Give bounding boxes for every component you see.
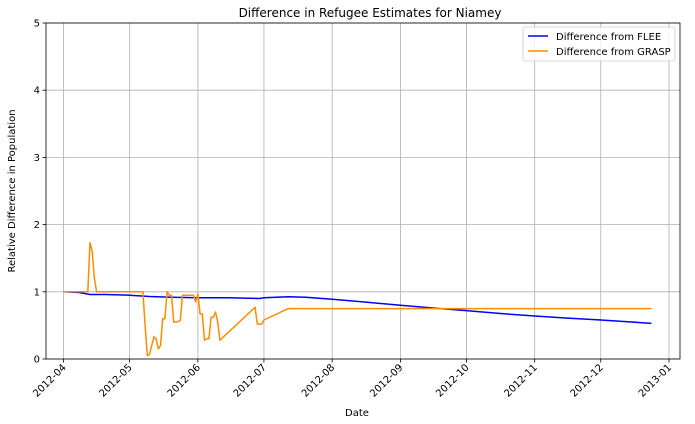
legend-label-flee: Difference from FLEE: [556, 32, 661, 43]
series-line-1: [63, 241, 652, 357]
y-tick-label: 0: [34, 355, 40, 366]
x-tick-label: 2012-10: [434, 362, 471, 399]
series-line-0: [63, 291, 652, 325]
series-lines: [63, 241, 652, 357]
y-tick-label: 2: [34, 220, 40, 231]
x-tick-label: 2012-06: [166, 362, 203, 399]
x-tick-label: 2012-04: [31, 362, 68, 399]
x-tick-label: 2012-09: [368, 362, 405, 399]
legend-label-grasp: Difference from GRASP: [556, 47, 671, 58]
chart-title: Difference in Refugee Estimates for Niam…: [239, 6, 502, 20]
legend: Difference from FLEE Difference from GRA…: [522, 26, 676, 62]
y-tick-label: 5: [34, 19, 40, 30]
plot-frame: [45, 22, 681, 360]
y-tick-label: 3: [34, 153, 40, 164]
x-axis-label: Date: [345, 408, 369, 419]
x-tick-label: 2012-11: [502, 362, 539, 399]
y-tick-label: 4: [34, 86, 40, 97]
y-tick-label: 1: [34, 287, 40, 298]
legend-box: [522, 26, 676, 62]
x-tick-label: 2012-05: [97, 362, 134, 399]
x-tick-label: 2013-01: [637, 362, 674, 399]
x-tick-label: 2012-07: [232, 362, 269, 399]
axis-ticks: 2012-04 2012-05 2012-06 2012-07 2012-08 2012-…: [31, 19, 674, 400]
x-tick-label: 2012-08: [300, 362, 337, 399]
x-tick-label: 2012-12: [569, 362, 606, 399]
y-axis-label: Relative Difference in Population: [7, 109, 18, 272]
